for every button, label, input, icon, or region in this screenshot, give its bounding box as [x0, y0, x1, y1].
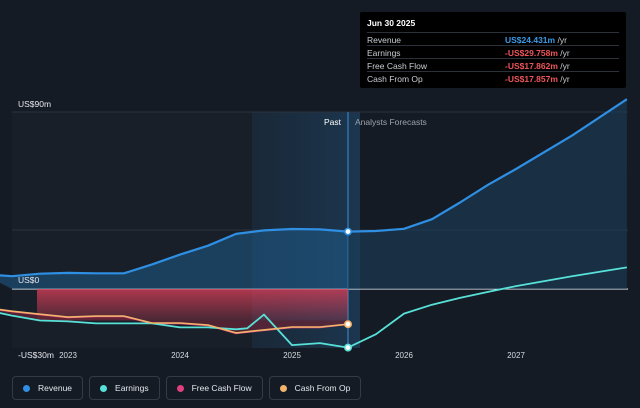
- tooltip-value: -US$17.862m /yr: [505, 61, 570, 71]
- legend-dot-icon: [176, 384, 184, 392]
- legend-earnings-button[interactable]: Earnings: [89, 376, 160, 400]
- x-tick-label: 2027: [507, 351, 525, 360]
- cash-from-op-line: [0, 308, 349, 334]
- tooltip-panel: Jun 30 2025 Revenue US$24.431m /yr Earni…: [360, 12, 626, 88]
- earnings-marker: [343, 343, 352, 352]
- legend-label: Cash From Op: [294, 383, 351, 393]
- legend-label: Revenue: [38, 383, 73, 393]
- y-tick-label: US$90m: [18, 99, 51, 109]
- x-tick-label: 2024: [171, 351, 189, 360]
- free-cash-flow-area: [37, 289, 348, 321]
- tooltip-row-revenue: Revenue US$24.431m /yr: [367, 32, 619, 46]
- legend-cash-from-op-button[interactable]: Cash From Op: [268, 376, 362, 400]
- tooltip-value: US$24.431m /yr: [505, 35, 567, 45]
- tooltip-value: -US$17.857m /yr: [505, 74, 570, 84]
- legend-label: Earnings: [115, 383, 149, 393]
- tooltip-value: -US$29.758m /yr: [505, 48, 570, 58]
- legend-dot-icon: [23, 384, 30, 392]
- earnings-forecast-line: [347, 266, 628, 349]
- tooltip-row-earnings: Earnings -US$29.758m /yr: [367, 45, 619, 59]
- tooltip-row-cash-from-op: Cash From Op -US$17.857m /yr: [367, 71, 619, 85]
- y-tick-label: -US$30m: [18, 350, 54, 360]
- tooltip-date: Jun 30 2025: [367, 18, 416, 28]
- cash-from-op-marker: [343, 320, 352, 329]
- forecast-label: Analysts Forecasts: [355, 117, 427, 127]
- tooltip-row-free-cash-flow: Free Cash Flow -US$17.862m /yr: [367, 58, 619, 72]
- tooltip-label: Cash From Op: [367, 74, 423, 84]
- y-tick-label: US$0: [18, 275, 40, 285]
- tooltip-label: Earnings: [367, 48, 401, 58]
- revenue-forecast-line: [347, 98, 628, 233]
- x-tick-label: 2023: [59, 351, 77, 360]
- revenue-line: [0, 227, 349, 278]
- legend-dot-icon: [100, 384, 108, 392]
- tooltip-label: Free Cash Flow: [367, 61, 427, 71]
- legend: Revenue Earnings Free Cash Flow Cash Fro…: [12, 376, 362, 400]
- earnings-line: [0, 312, 349, 349]
- revenue-forecast-area: [348, 99, 627, 289]
- x-tick-label: 2026: [395, 351, 413, 360]
- x-tick-label: 2025: [283, 351, 301, 360]
- legend-revenue-button[interactable]: Revenue: [12, 376, 84, 400]
- legend-dot-icon: [279, 384, 287, 392]
- free-cash-flow-lower-area: [0, 309, 348, 334]
- past-label: Past: [324, 117, 342, 127]
- tooltip-label: Revenue: [367, 35, 402, 45]
- legend-label: Free Cash Flow: [191, 383, 252, 393]
- legend-free-cash-flow-button[interactable]: Free Cash Flow: [165, 376, 263, 400]
- revenue-marker: [343, 227, 352, 236]
